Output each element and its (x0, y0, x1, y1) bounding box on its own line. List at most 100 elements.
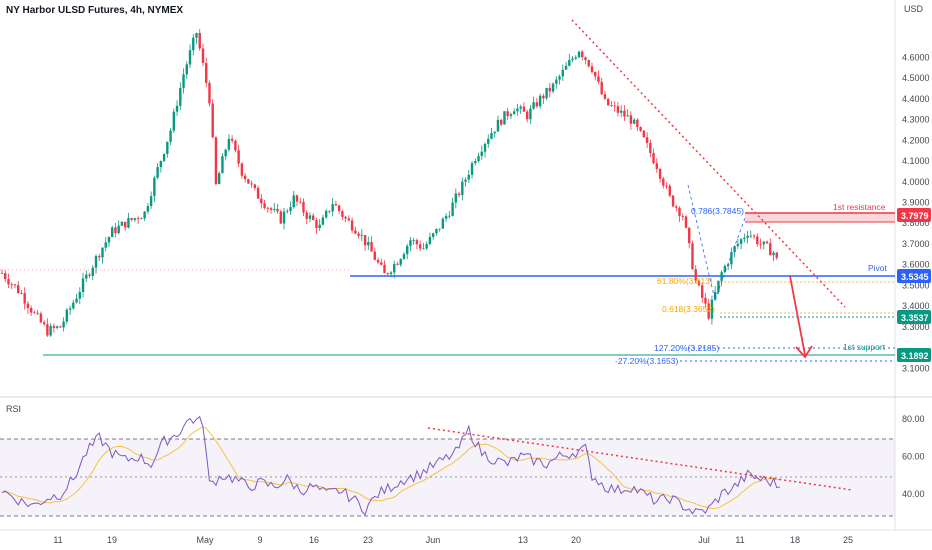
candle-body (360, 234, 364, 236)
candle-body (62, 321, 65, 328)
candle-body (334, 204, 338, 206)
rsi-tick-label: 40.00 (902, 489, 925, 499)
candle-body (321, 217, 325, 225)
candle-body (4, 273, 7, 280)
candle-body (205, 63, 208, 83)
candle-body (493, 131, 496, 134)
rsi-tick-label: 80.00 (902, 414, 925, 424)
candle-body (10, 284, 13, 286)
time-tick-label: 16 (309, 535, 319, 545)
candle-body (435, 228, 438, 234)
candle-body (367, 241, 370, 246)
currency-label: USD (904, 4, 924, 14)
candle-body (399, 259, 402, 265)
candle-body (354, 230, 357, 234)
candle-body (406, 245, 409, 255)
time-tick-label: 13 (518, 535, 528, 545)
price-tick-label: 4.1000 (902, 156, 930, 166)
candle-body (146, 206, 150, 212)
projection-arrow-line (789, 275, 806, 356)
candle-body (597, 76, 600, 82)
candle-body (153, 177, 156, 197)
candle-body (75, 298, 78, 303)
support-badge-text: 3.1892 (901, 351, 929, 361)
candle-body (542, 95, 545, 99)
candle-body (551, 83, 555, 92)
candle-body (733, 246, 736, 253)
candle-body (629, 115, 633, 124)
candle-body (240, 163, 244, 176)
candle-body (39, 313, 43, 323)
candle-body (409, 240, 412, 246)
candle-body (564, 65, 568, 70)
candle-body (143, 211, 146, 219)
candle-body (600, 81, 603, 95)
candle-body (0, 273, 4, 274)
candle-body (470, 163, 474, 175)
candle-body (477, 155, 480, 162)
candle-body (467, 174, 470, 180)
candle-body (266, 207, 270, 209)
candle-body (483, 143, 487, 152)
candle-body (247, 179, 250, 184)
candle-body (26, 303, 30, 309)
candle-body (224, 149, 227, 157)
candle-body (347, 218, 351, 221)
candle-body (94, 256, 98, 268)
pivot-badge (897, 269, 931, 283)
candle-body (756, 236, 759, 245)
candle-body (759, 244, 762, 246)
candle-body (422, 248, 425, 250)
pivot-label: Pivot (868, 263, 888, 273)
candle-body (130, 218, 133, 220)
candle-body (762, 241, 765, 245)
candle-body (500, 119, 503, 125)
price-tick-label: 3.5000 (902, 280, 930, 290)
candle-body (581, 51, 584, 58)
candle-body (632, 119, 636, 124)
mid-support-badge (897, 310, 931, 324)
candle-body (195, 33, 198, 38)
time-tick-label: 9 (257, 535, 262, 545)
candle-body (373, 251, 376, 260)
candle-body (736, 243, 740, 247)
candle-body (114, 227, 117, 234)
candle-body (305, 212, 308, 219)
candle-body (276, 208, 279, 212)
candle-body (522, 106, 526, 112)
candle-body (188, 50, 192, 65)
candle-body (464, 179, 467, 182)
candle-body (668, 185, 671, 196)
candle-body (746, 235, 749, 238)
candle-body (192, 37, 195, 51)
price-tick-label: 3.6000 (902, 260, 930, 270)
time-tick-label: 23 (363, 535, 373, 545)
candle-body (723, 266, 727, 273)
price-tick-label: 4.4000 (902, 94, 930, 104)
candle-body (250, 183, 253, 185)
candle-body (519, 106, 522, 109)
candle-body (649, 142, 652, 154)
candle-body (438, 228, 441, 230)
candle-body (584, 57, 587, 61)
candle-body (68, 308, 72, 310)
candle-body (13, 284, 17, 286)
candle-body (256, 187, 260, 199)
candle-body (396, 263, 399, 265)
candle-body (36, 312, 39, 314)
price-tick-label: 4.5000 (902, 73, 930, 83)
candle-body (509, 114, 513, 117)
candle-body (662, 178, 665, 186)
rsi-tick-label: 60.00 (902, 451, 925, 461)
candle-body (516, 108, 519, 112)
candle-body (623, 110, 626, 117)
candle-body (616, 106, 620, 113)
candle-body (655, 163, 659, 169)
candle-body (383, 264, 386, 274)
candle-body (120, 221, 124, 226)
candle-body (775, 252, 778, 258)
candle-body (98, 256, 101, 258)
candle-body (156, 167, 159, 178)
candle-body (292, 195, 295, 208)
candle-body (357, 233, 360, 236)
